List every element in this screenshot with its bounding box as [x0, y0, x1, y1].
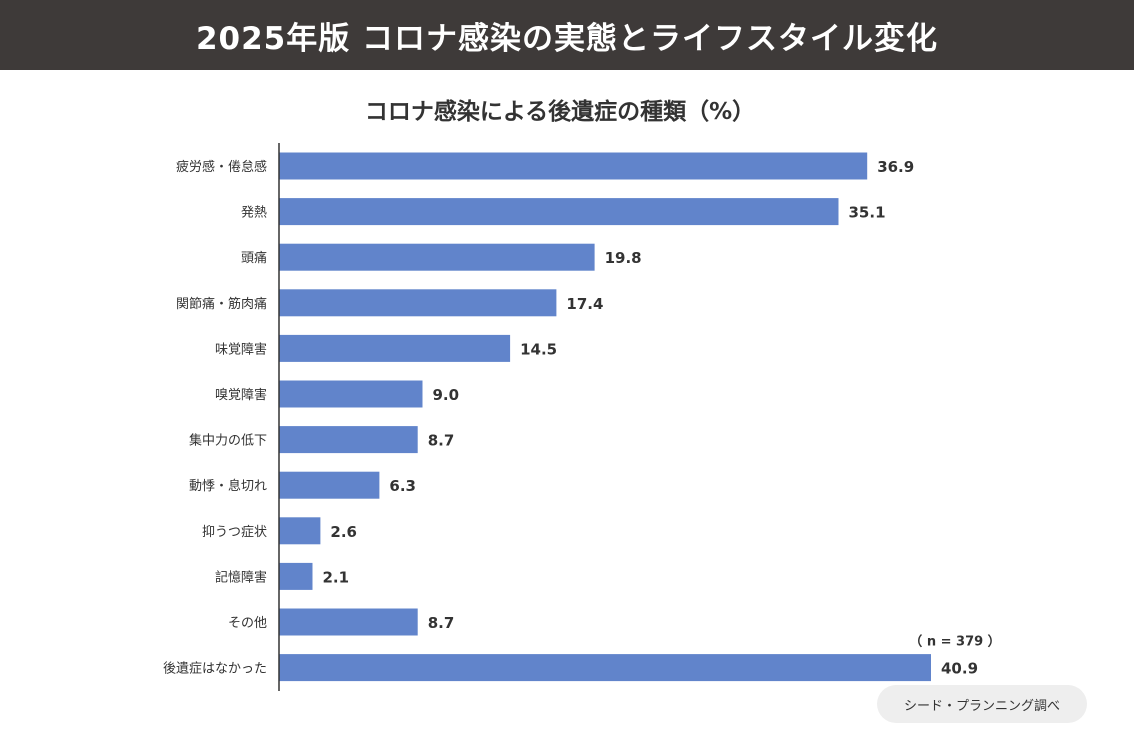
value-label: 8.7: [428, 432, 455, 450]
value-label: 19.8: [605, 249, 642, 267]
bar: [279, 654, 931, 682]
category-label: 関節痛・筋肉痛: [176, 296, 267, 312]
category-label: 味覚障害: [215, 341, 267, 357]
category-label: 動悸・息切れ: [189, 478, 267, 494]
category-label: 後遺症はなかった: [163, 662, 267, 677]
category-label: 発熱: [241, 206, 267, 221]
bar: [279, 608, 418, 636]
value-label: 14.5: [520, 340, 557, 358]
value-label: 2.1: [323, 568, 350, 586]
category-label: その他: [228, 616, 267, 631]
category-label: 頭痛: [241, 250, 267, 266]
bar: [279, 426, 418, 454]
value-label: 36.9: [877, 158, 914, 176]
category-label: 集中力の低下: [189, 433, 267, 449]
header-bar: 2025年版 コロナ感染の実態とライフスタイル変化: [0, 0, 1134, 70]
category-label: 嗅覚障害: [215, 387, 267, 403]
category-label: 抑うつ症状: [202, 525, 267, 540]
source-badge: シード・プランニング調べ: [877, 685, 1087, 723]
value-label: 40.9: [941, 660, 978, 678]
bar: [279, 334, 511, 362]
category-label: 疲労感・倦怠感: [176, 159, 267, 175]
value-label: 9.0: [433, 386, 460, 404]
value-label: 35.1: [849, 204, 886, 222]
category-label: 記憶障害: [215, 569, 267, 585]
bar: [279, 243, 595, 271]
chart-title: コロナ感染による後遺症の種類（%）: [364, 99, 756, 125]
value-label: 8.7: [428, 614, 455, 632]
value-label: 17.4: [566, 295, 603, 313]
bar: [279, 562, 313, 590]
sample-size-annotation: （ n = 379 ）: [909, 634, 1000, 650]
page-title: 2025年版 コロナ感染の実態とライフスタイル変化: [195, 20, 939, 57]
bar: [279, 198, 839, 226]
bar: [279, 471, 380, 499]
bar: [279, 289, 557, 317]
value-label: 6.3: [389, 477, 416, 495]
bar: [279, 152, 868, 180]
value-label: 2.6: [330, 523, 357, 541]
bar: [279, 380, 423, 408]
bar: [279, 517, 321, 545]
